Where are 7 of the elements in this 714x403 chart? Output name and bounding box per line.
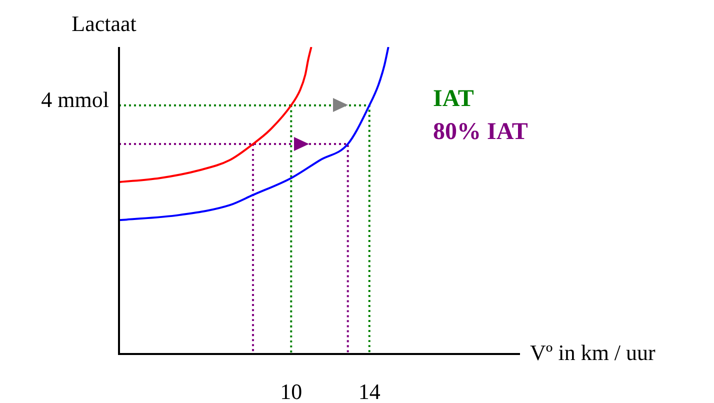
text: 4 mmol: [41, 86, 109, 112]
x-axis-title: Vº in km / uur: [530, 340, 656, 365]
x-tick-label: 10: [280, 378, 302, 403]
y-axis-title: Lactaat: [72, 10, 136, 36]
text: IAT: [433, 86, 474, 112]
x-tick-label: 14: [358, 378, 380, 403]
text: 80% IAT: [433, 119, 528, 146]
